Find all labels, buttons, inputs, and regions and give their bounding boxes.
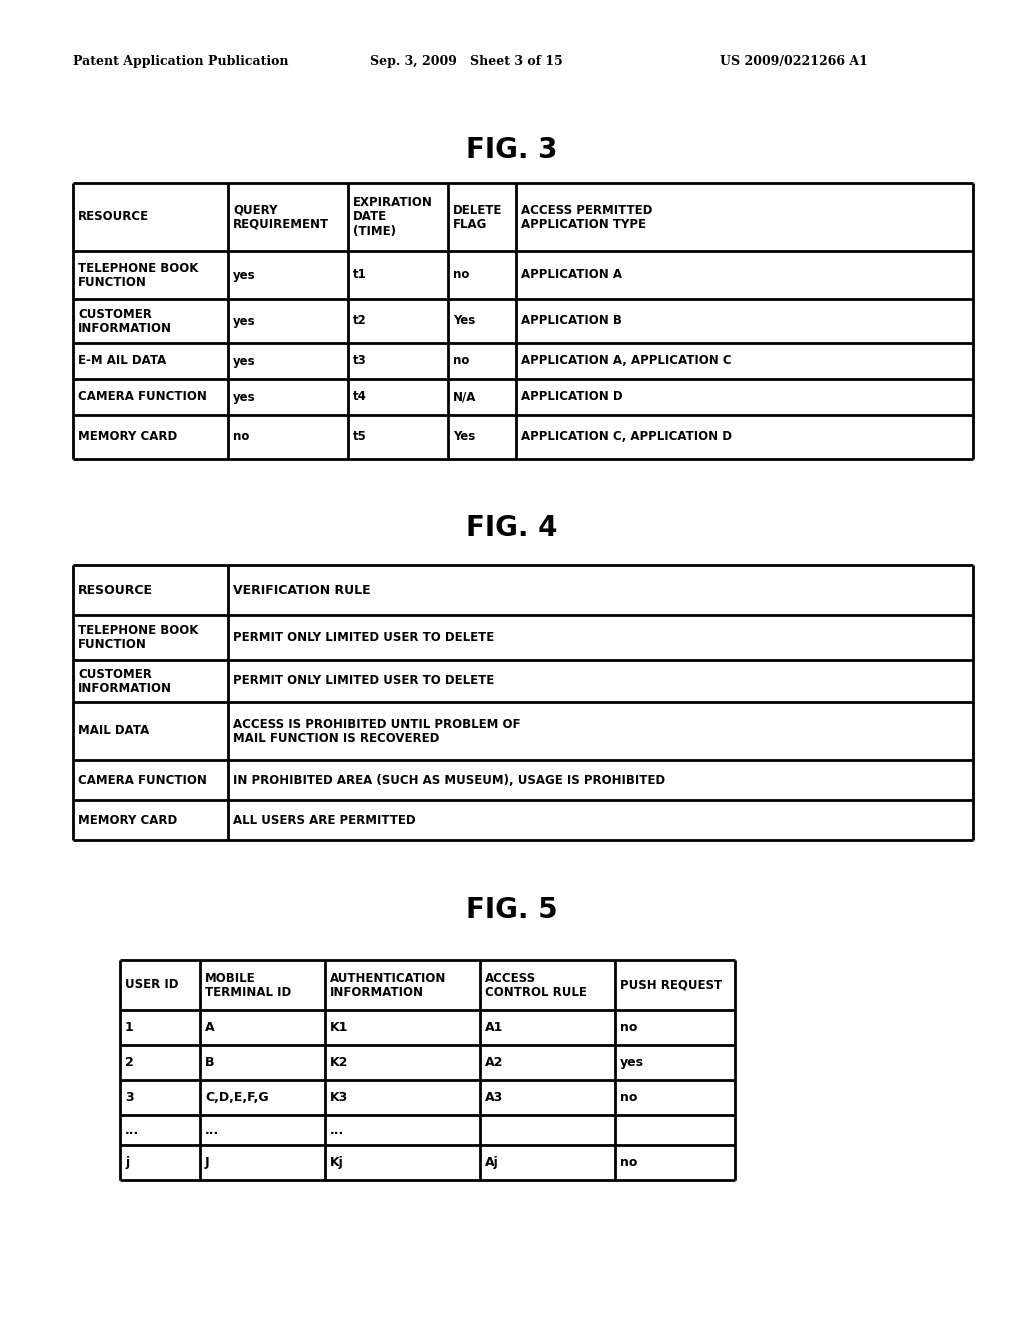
Text: APPLICATION D: APPLICATION D bbox=[521, 391, 623, 404]
Text: C,D,E,F,G: C,D,E,F,G bbox=[205, 1092, 268, 1104]
Text: AUTHENTICATION
INFORMATION: AUTHENTICATION INFORMATION bbox=[330, 972, 446, 998]
Text: VERIFICATION RULE: VERIFICATION RULE bbox=[233, 583, 371, 597]
Text: MEMORY CARD: MEMORY CARD bbox=[78, 430, 177, 444]
Text: APPLICATION A: APPLICATION A bbox=[521, 268, 622, 281]
Text: K1: K1 bbox=[330, 1020, 348, 1034]
Text: yes: yes bbox=[233, 355, 256, 367]
Text: MOBILE
TERMINAL ID: MOBILE TERMINAL ID bbox=[205, 972, 291, 998]
Text: yes: yes bbox=[233, 391, 256, 404]
Text: E-M AIL DATA: E-M AIL DATA bbox=[78, 355, 166, 367]
Text: no: no bbox=[453, 268, 469, 281]
Text: PUSH REQUEST: PUSH REQUEST bbox=[620, 978, 722, 991]
Text: ALL USERS ARE PERMITTED: ALL USERS ARE PERMITTED bbox=[233, 813, 416, 826]
Text: yes: yes bbox=[233, 314, 256, 327]
Text: K3: K3 bbox=[330, 1092, 348, 1104]
Text: A1: A1 bbox=[485, 1020, 504, 1034]
Text: TELEPHONE BOOK
FUNCTION: TELEPHONE BOOK FUNCTION bbox=[78, 624, 199, 651]
Text: 1: 1 bbox=[125, 1020, 134, 1034]
Text: APPLICATION A, APPLICATION C: APPLICATION A, APPLICATION C bbox=[521, 355, 731, 367]
Text: CAMERA FUNCTION: CAMERA FUNCTION bbox=[78, 774, 207, 787]
Text: A2: A2 bbox=[485, 1056, 504, 1069]
Text: yes: yes bbox=[620, 1056, 644, 1069]
Text: RESOURCE: RESOURCE bbox=[78, 210, 150, 223]
Text: Yes: Yes bbox=[453, 314, 475, 327]
Text: Kj: Kj bbox=[330, 1156, 344, 1170]
Text: CUSTOMER
INFORMATION: CUSTOMER INFORMATION bbox=[78, 668, 172, 694]
Text: US 2009/0221266 A1: US 2009/0221266 A1 bbox=[720, 55, 868, 69]
Text: MEMORY CARD: MEMORY CARD bbox=[78, 813, 177, 826]
Text: yes: yes bbox=[233, 268, 256, 281]
Text: Sep. 3, 2009   Sheet 3 of 15: Sep. 3, 2009 Sheet 3 of 15 bbox=[370, 55, 563, 69]
Text: B: B bbox=[205, 1056, 214, 1069]
Text: APPLICATION C, APPLICATION D: APPLICATION C, APPLICATION D bbox=[521, 430, 732, 444]
Text: ACCESS
CONTROL RULE: ACCESS CONTROL RULE bbox=[485, 972, 587, 998]
Text: TELEPHONE BOOK
FUNCTION: TELEPHONE BOOK FUNCTION bbox=[78, 261, 199, 289]
Text: APPLICATION B: APPLICATION B bbox=[521, 314, 622, 327]
Text: EXPIRATION
DATE
(TIME): EXPIRATION DATE (TIME) bbox=[353, 197, 433, 238]
Text: no: no bbox=[233, 430, 250, 444]
Text: IN PROHIBITED AREA (SUCH AS MUSEUM), USAGE IS PROHIBITED: IN PROHIBITED AREA (SUCH AS MUSEUM), USA… bbox=[233, 774, 666, 787]
Text: no: no bbox=[453, 355, 469, 367]
Text: ACCESS IS PROHIBITED UNTIL PROBLEM OF
MAIL FUNCTION IS RECOVERED: ACCESS IS PROHIBITED UNTIL PROBLEM OF MA… bbox=[233, 718, 520, 744]
Text: 2: 2 bbox=[125, 1056, 134, 1069]
Text: FIG. 5: FIG. 5 bbox=[466, 896, 558, 924]
Text: j: j bbox=[125, 1156, 129, 1170]
Text: no: no bbox=[620, 1020, 637, 1034]
Text: no: no bbox=[620, 1092, 637, 1104]
Text: FIG. 4: FIG. 4 bbox=[466, 513, 558, 543]
Text: RESOURCE: RESOURCE bbox=[78, 583, 153, 597]
Text: A3: A3 bbox=[485, 1092, 503, 1104]
Text: FIG. 3: FIG. 3 bbox=[466, 136, 558, 164]
Text: 3: 3 bbox=[125, 1092, 133, 1104]
Text: t3: t3 bbox=[353, 355, 367, 367]
Text: no: no bbox=[620, 1156, 637, 1170]
Text: A: A bbox=[205, 1020, 215, 1034]
Text: DELETE
FLAG: DELETE FLAG bbox=[453, 203, 503, 231]
Text: PERMIT ONLY LIMITED USER TO DELETE: PERMIT ONLY LIMITED USER TO DELETE bbox=[233, 631, 495, 644]
Text: t2: t2 bbox=[353, 314, 367, 327]
Text: t4: t4 bbox=[353, 391, 367, 404]
Text: J: J bbox=[205, 1156, 210, 1170]
Text: ...: ... bbox=[125, 1123, 139, 1137]
Text: ACCESS PERMITTED
APPLICATION TYPE: ACCESS PERMITTED APPLICATION TYPE bbox=[521, 203, 652, 231]
Text: Yes: Yes bbox=[453, 430, 475, 444]
Text: Aj: Aj bbox=[485, 1156, 499, 1170]
Text: t5: t5 bbox=[353, 430, 367, 444]
Text: Patent Application Publication: Patent Application Publication bbox=[73, 55, 289, 69]
Text: K2: K2 bbox=[330, 1056, 348, 1069]
Text: N/A: N/A bbox=[453, 391, 476, 404]
Text: PERMIT ONLY LIMITED USER TO DELETE: PERMIT ONLY LIMITED USER TO DELETE bbox=[233, 675, 495, 688]
Text: USER ID: USER ID bbox=[125, 978, 178, 991]
Text: ...: ... bbox=[205, 1123, 219, 1137]
Text: t1: t1 bbox=[353, 268, 367, 281]
Text: QUERY
REQUIREMENT: QUERY REQUIREMENT bbox=[233, 203, 329, 231]
Text: CUSTOMER
INFORMATION: CUSTOMER INFORMATION bbox=[78, 308, 172, 334]
Text: MAIL DATA: MAIL DATA bbox=[78, 725, 150, 738]
Text: CAMERA FUNCTION: CAMERA FUNCTION bbox=[78, 391, 207, 404]
Text: ...: ... bbox=[330, 1123, 344, 1137]
